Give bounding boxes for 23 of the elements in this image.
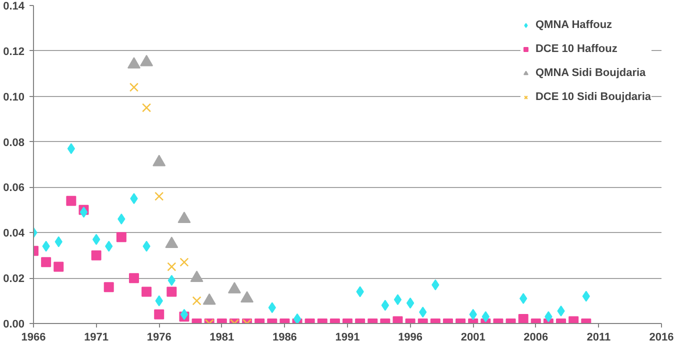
legend-label: QMNA Haffouz xyxy=(535,19,612,31)
y-tick-label: 0.06 xyxy=(3,182,25,194)
y-tick-label: 0.12 xyxy=(3,46,25,58)
y-tick-label: 0.10 xyxy=(3,91,25,104)
legend-label: QMNA Sidi Boujdaria xyxy=(535,67,646,79)
x-tick-label: 1991 xyxy=(335,332,360,343)
y-tick-label: 0.04 xyxy=(3,228,26,240)
legend-label: DCE 10 Sidi Boujdaria xyxy=(535,91,651,103)
x-tick-label: 1971 xyxy=(84,332,109,343)
x-tick-label: 2001 xyxy=(460,332,486,343)
x-tick-label: 2006 xyxy=(524,332,548,343)
x-tick-label: 2011 xyxy=(586,332,611,343)
y-tick-label: 0.00 xyxy=(3,318,25,330)
y-tick-label: 0.08 xyxy=(3,136,25,149)
x-tick-label: 1966 xyxy=(21,332,46,343)
x-tick-label: 1981 xyxy=(210,332,234,343)
y-tick-label: 0.14 xyxy=(3,0,26,12)
y-tick-label: 0.02 xyxy=(3,273,25,286)
x-tick-label: 1996 xyxy=(398,332,423,343)
legend-label: DCE 10 Haffouz xyxy=(535,43,618,55)
x-tick-label: 1986 xyxy=(272,332,297,343)
x-tick-label: 1976 xyxy=(146,332,172,343)
x-tick-label: 2016 xyxy=(649,332,674,343)
